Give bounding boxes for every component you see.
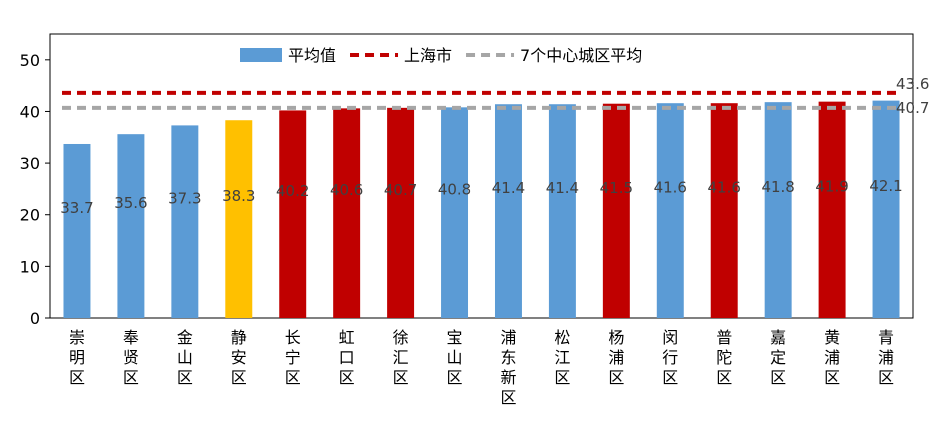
bar-value-label: 42.1 xyxy=(869,177,902,195)
category-label: 静安区 xyxy=(231,328,247,387)
reference-line-label: 40.7 xyxy=(896,99,929,117)
category-label: 青浦区 xyxy=(878,328,894,387)
category-labels: 崇明区 奉贤区 金山区 静安区 长宁区 虹口区 徐汇区 宝山区 浦东新区 松江区 杨浦区 闵行区 普陀区… xyxy=(69,328,894,407)
bar-value-label: 33.7 xyxy=(60,199,93,217)
bar-value-label: 40.6 xyxy=(330,181,363,199)
bar xyxy=(764,102,792,318)
bar xyxy=(494,104,522,318)
reference-lines: 43.6 40.7 xyxy=(62,75,929,117)
bar xyxy=(387,107,415,318)
y-tick-label: 50 xyxy=(20,51,40,70)
bar-value-label: 40.8 xyxy=(438,181,471,199)
bar xyxy=(872,100,900,319)
bar-value-label: 35.6 xyxy=(114,194,147,212)
bar-value-label: 37.3 xyxy=(168,190,201,208)
value-labels: 33.7 35.6 37.3 38.3 40.2 40.6 40.7 40.8 41.4 41.4… xyxy=(60,177,902,217)
legend: 平均值 上海市 7个中心城区平均 xyxy=(240,46,642,65)
bar-value-label: 41.8 xyxy=(761,178,794,196)
bar-value-label: 41.4 xyxy=(546,179,579,197)
bar xyxy=(441,107,469,318)
bar xyxy=(818,101,846,318)
plot-frame xyxy=(49,33,914,319)
bar xyxy=(225,120,253,318)
bar xyxy=(279,110,307,319)
bar-value-label: 41.6 xyxy=(654,179,687,197)
y-tick-label: 40 xyxy=(20,102,40,121)
category-label: 松江区 xyxy=(554,328,570,387)
legend-swatch xyxy=(240,48,282,62)
bar-value-label: 41.5 xyxy=(600,179,633,197)
bar-value-label: 41.9 xyxy=(815,178,848,196)
category-label: 宝山区 xyxy=(447,328,463,387)
bar-value-label: 40.2 xyxy=(276,182,309,200)
y-tick-label: 10 xyxy=(20,257,40,276)
bar-value-label: 38.3 xyxy=(222,187,255,205)
bar-value-label: 41.6 xyxy=(708,179,741,197)
category-label: 普陀区 xyxy=(716,328,732,387)
category-label: 金山区 xyxy=(177,328,193,387)
category-label: 浦东新区 xyxy=(500,328,516,407)
bar xyxy=(117,134,145,318)
legend-label: 上海市 xyxy=(404,46,452,65)
category-label: 长宁区 xyxy=(285,328,301,387)
bars xyxy=(63,100,900,319)
category-label: 杨浦区 xyxy=(608,328,624,387)
reference-line-label: 43.6 xyxy=(896,75,929,93)
legend-label: 7个中心城区平均 xyxy=(520,46,642,65)
bar-value-label: 40.7 xyxy=(384,181,417,199)
bar xyxy=(710,103,738,319)
category-label: 黄浦区 xyxy=(824,328,840,387)
axes: 0 10 20 30 40 50 xyxy=(20,33,914,328)
y-tick-label: 30 xyxy=(20,154,40,173)
y-tick-label: 0 xyxy=(30,309,40,328)
category-label: 闵行区 xyxy=(662,328,678,387)
bar-value-label: 41.4 xyxy=(492,179,525,197)
category-label: 虹口区 xyxy=(339,328,355,387)
category-label: 嘉定区 xyxy=(770,328,786,387)
legend-label: 平均值 xyxy=(288,46,336,65)
category-label: 奉贤区 xyxy=(123,328,139,387)
y-tick-label: 20 xyxy=(20,206,40,225)
bar xyxy=(656,103,684,319)
category-label: 徐汇区 xyxy=(393,328,409,387)
category-label: 崇明区 xyxy=(69,328,85,387)
bar xyxy=(548,104,576,318)
bar xyxy=(63,143,91,318)
bar xyxy=(333,108,361,319)
bar xyxy=(171,125,199,318)
bar xyxy=(602,103,630,318)
